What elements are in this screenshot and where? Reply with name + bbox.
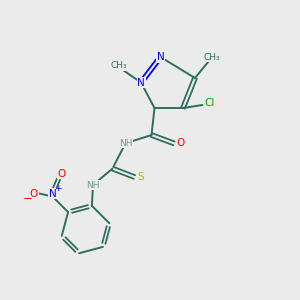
Text: CH₃: CH₃ [110, 61, 127, 70]
Text: Cl: Cl [205, 98, 215, 109]
Text: +: + [54, 184, 62, 193]
Text: O: O [57, 169, 66, 179]
Text: N: N [157, 52, 164, 62]
Text: N: N [49, 188, 56, 199]
Text: CH₃: CH₃ [203, 52, 220, 62]
Text: −: − [22, 192, 32, 206]
Text: N: N [137, 77, 145, 88]
Text: NH: NH [119, 139, 132, 148]
Text: O: O [30, 189, 38, 199]
Text: S: S [138, 172, 144, 182]
Text: O: O [176, 138, 185, 148]
Text: NH: NH [86, 181, 100, 190]
